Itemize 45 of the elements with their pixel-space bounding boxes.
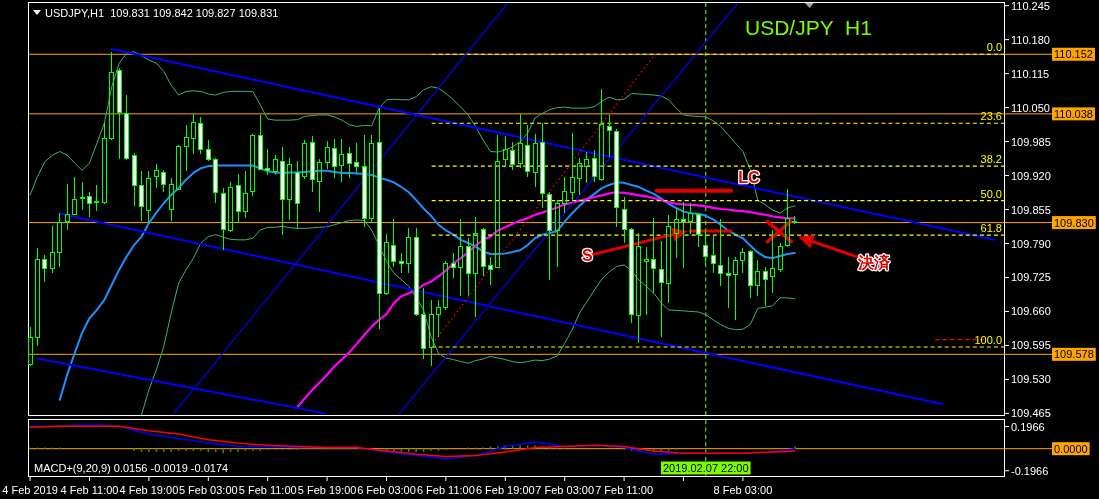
ref-line-label: 2019.02.07 22:00 <box>662 462 749 474</box>
series-label: 50.0 <box>980 187 1002 200</box>
series-label: 38.2 <box>980 153 1002 166</box>
y-tick-label: 110.245 <box>1011 0 1050 12</box>
x-tick-label: 4 Feb 2019 <box>2 484 58 496</box>
ref-line-label: 0.0000 <box>1054 442 1088 455</box>
series-label: 100.0 <box>974 334 1002 346</box>
x-tick-label: 4 Feb 11:00 <box>60 484 119 496</box>
x-tick-label: 7 Feb 11:00 <box>595 484 654 496</box>
annotation: 決済 <box>857 253 892 272</box>
series-label: 23.6 <box>980 110 1002 123</box>
y-tick-label: 109.855 <box>1011 203 1051 216</box>
y-tick-label: 109.920 <box>1011 169 1051 182</box>
y-tick-label: 109.465 <box>1011 407 1051 420</box>
x-tick-label: 6 Feb 19:00 <box>475 484 535 496</box>
x-tick-label: 5 Feb 19:00 <box>297 484 357 496</box>
y-tick-label: 109.790 <box>1011 237 1051 250</box>
y-tick-label: 109.660 <box>1011 305 1051 318</box>
text: MACD+(9,20,9) 0.0156 -0.0019 -0.0174 <box>34 462 229 474</box>
y-tick-label: 110.115 <box>1011 67 1050 80</box>
x-tick-label: 8 Feb 03:00 <box>713 484 773 496</box>
series-label: 0.0 <box>986 41 1002 54</box>
y-tick-label: 109.725 <box>1011 271 1051 284</box>
y-tick-label: 110.050 <box>1011 101 1050 114</box>
y-tick-label: 0.1966 <box>1011 420 1045 433</box>
ref-line-label: 109.578 <box>1054 348 1094 361</box>
y-tick-label: 110.180 <box>1011 33 1050 46</box>
y-tick-label: 109.985 <box>1011 135 1051 148</box>
text: USD/JPY H1 <box>745 15 872 39</box>
x-tick-label: 6 Feb 03:00 <box>357 484 416 496</box>
y-tick-label: -0.1966 <box>1011 464 1049 477</box>
chart-subtitle: USDJPY,H1 109.831 109.842 109.827 109.831 <box>45 7 279 19</box>
x-tick-label: 5 Feb 11:00 <box>238 484 297 496</box>
ref-line-label: 110.038 <box>1054 107 1093 120</box>
ref-line-label: 109.830 <box>1054 216 1094 229</box>
y-tick-label: 109.530 <box>1011 373 1051 386</box>
y-tick-label: 109.595 <box>1011 339 1051 352</box>
x-tick-label: 7 Feb 03:00 <box>535 484 595 496</box>
annotation: S <box>581 247 593 265</box>
annotation: LC <box>738 169 761 187</box>
ref-line-label: 110.152 <box>1054 48 1093 61</box>
x-tick-label: 5 Feb 03:00 <box>178 484 238 496</box>
series-label: 61.8 <box>980 222 1002 235</box>
x-tick-label: 6 Feb 11:00 <box>416 484 475 496</box>
x-tick-label: 4 Feb 19:00 <box>119 484 179 496</box>
